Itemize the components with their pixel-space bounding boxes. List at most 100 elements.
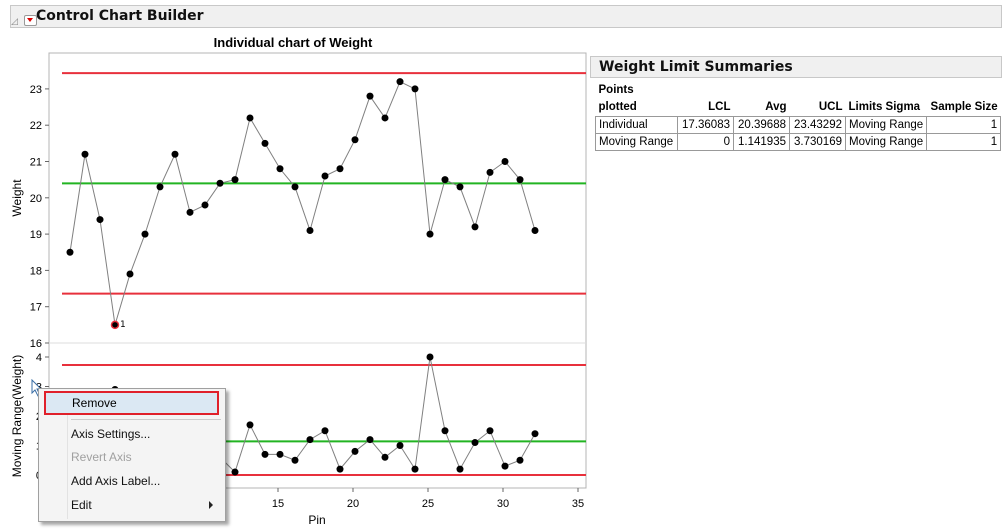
cell: Moving Range (844, 133, 928, 151)
header-title: Control Chart Builder (36, 8, 204, 24)
menu-item-edit[interactable]: Edit (71, 495, 221, 515)
y-tick-label: 19 (30, 229, 42, 241)
individual-point (171, 150, 179, 158)
moving-range-point (426, 353, 434, 361)
menu-item-axis-settings[interactable]: Axis Settings... (71, 427, 151, 441)
individual-point (246, 114, 254, 122)
individual-point (261, 139, 269, 147)
moving-range-point (531, 430, 539, 438)
moving-range-point (321, 427, 329, 435)
cell: 20.39688 (733, 116, 790, 134)
individual-point (516, 176, 524, 184)
cell: 1.141935 (733, 133, 790, 151)
cell: Individual (595, 116, 678, 134)
individual-point (321, 172, 329, 180)
moving-range-point (396, 442, 404, 449)
menu-label: Edit (71, 498, 92, 512)
axis-context-menu: Remove Axis Settings... Revert Axis Add … (38, 388, 226, 522)
individual-point (366, 92, 374, 100)
x-tick-label: 30 (497, 498, 509, 510)
col-ucl: UCL (818, 101, 843, 113)
cell: 23.43292 (789, 116, 846, 134)
x-tick-label: 25 (422, 498, 434, 510)
cell: Moving Range (595, 133, 678, 151)
cell: 0 (677, 133, 734, 151)
y-tick-label: 21 (30, 157, 42, 169)
menu-separator (71, 419, 221, 420)
col-limits-sigma: Limits Sigma (848, 101, 921, 113)
individual-point (156, 183, 164, 191)
individual-point (486, 168, 494, 176)
moving-range-point (261, 450, 269, 458)
limit-summaries-table: Points plotted LCL Avg UCL Limits Sigma … (595, 82, 1002, 151)
individual-point (96, 216, 104, 224)
individual-point (231, 176, 239, 184)
chart-title: Individual chart of Weight (214, 35, 373, 50)
control-chart-builder-header[interactable]: ◿ Control Chart Builder (10, 5, 1002, 28)
individual-point (201, 201, 209, 209)
individual-point (381, 114, 389, 122)
x-tick-label: 20 (347, 498, 359, 510)
individual-point (186, 208, 194, 216)
menu-item-revert-axis: Revert Axis (71, 450, 132, 464)
moving-range-point (336, 465, 344, 473)
individual-point (81, 150, 89, 158)
moving-range-point (231, 468, 239, 476)
table-row: Individual 17.36083 20.39688 23.43292 Mo… (595, 116, 1002, 134)
moving-range-point (516, 456, 524, 464)
individual-point (531, 226, 539, 234)
col-lcl: LCL (708, 101, 731, 113)
cell: 1 (926, 116, 1002, 134)
col-points-plotted: Points plotted (598, 84, 637, 113)
x-axis-label: Pin (308, 513, 325, 527)
moving-range-point (351, 447, 359, 455)
individual-point (126, 270, 134, 278)
col-avg: Avg (765, 101, 787, 113)
limit-summaries-header[interactable]: Weight Limit Summaries (590, 56, 1002, 78)
individual-point (426, 230, 434, 238)
individual-series-line (69, 80, 536, 325)
individual-point (216, 179, 224, 187)
y-tick-label: 18 (30, 265, 42, 277)
disclosure-icon[interactable]: ◿ (11, 17, 18, 27)
individual-point (456, 183, 464, 191)
moving-range-point (471, 439, 479, 447)
moving-range-point (366, 436, 374, 444)
individual-point (351, 136, 359, 144)
y-tick-label: 20 (30, 193, 42, 205)
individual-point (141, 230, 149, 238)
individual-point (471, 223, 479, 231)
summary-title: Weight Limit Summaries (599, 59, 793, 75)
moving-range-point (411, 465, 419, 473)
moving-range-point (486, 427, 494, 435)
individual-point (336, 165, 344, 173)
menu-item-remove[interactable]: Remove (44, 391, 219, 415)
flag-label: 1 (120, 320, 126, 330)
cell: 17.36083 (677, 116, 734, 134)
individual-point (501, 158, 509, 165)
individual-point (66, 248, 74, 256)
moving-range-point (501, 462, 509, 470)
moving-range-point (441, 427, 449, 435)
y-tick-label: 23 (30, 84, 42, 96)
individual-point (441, 176, 449, 184)
individual-point (411, 85, 419, 93)
x-tick-label: 15 (272, 498, 284, 510)
moving-range-point (291, 456, 299, 464)
y-tick-label: 4 (36, 352, 42, 364)
moving-range-point (456, 465, 464, 473)
moving-range-point (381, 453, 389, 461)
moving-range-point (246, 421, 254, 429)
individual-point (291, 183, 299, 191)
y-axis-label-moving-range: Moving Range(Weight) (10, 355, 24, 478)
menu-item-add-axis-label[interactable]: Add Axis Label... (71, 474, 161, 488)
individual-point (276, 165, 284, 173)
y-tick-label: 16 (30, 338, 42, 350)
red-triangle-menu-icon[interactable] (24, 15, 37, 26)
table-header-row: Points plotted LCL Avg UCL Limits Sigma … (596, 82, 1001, 117)
table-row: Moving Range 0 1.141935 3.730169 Moving … (595, 133, 1002, 151)
individual-point (110, 320, 120, 330)
cell: Moving Range (844, 116, 928, 134)
cell: 1 (926, 133, 1002, 151)
y-tick-label: 22 (30, 120, 42, 132)
